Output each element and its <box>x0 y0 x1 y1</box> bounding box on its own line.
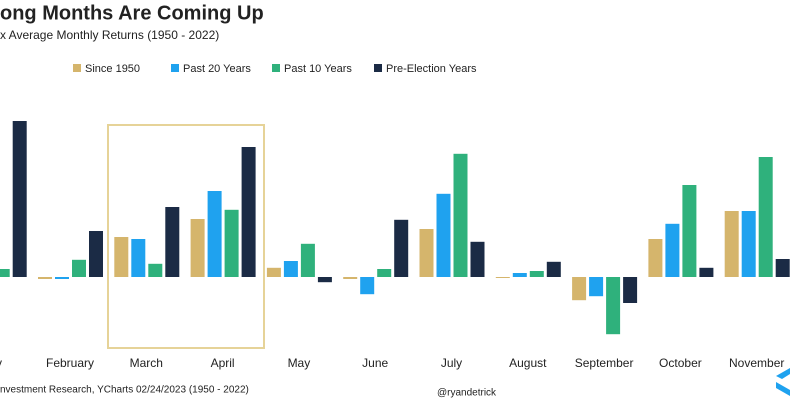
bar <box>55 277 69 279</box>
bar <box>300 243 315 277</box>
bar <box>606 277 621 335</box>
bar <box>283 261 298 277</box>
bar <box>317 277 332 283</box>
bar <box>665 223 680 277</box>
credit: @ryandetrick <box>437 388 497 399</box>
x-tick-label: November <box>729 356 784 370</box>
bar <box>589 277 604 297</box>
bar <box>377 269 392 277</box>
bar <box>241 147 256 277</box>
bar <box>623 277 638 303</box>
bar <box>89 231 103 277</box>
bar <box>38 277 52 279</box>
bar <box>394 219 409 277</box>
bar <box>529 271 544 277</box>
bar <box>360 277 375 295</box>
x-tick-label: August <box>509 356 547 370</box>
x-tick-label: October <box>659 356 702 370</box>
legend-label: Since 1950 <box>85 63 140 75</box>
bar <box>0 269 10 277</box>
bar <box>572 277 587 301</box>
bar <box>682 185 697 277</box>
x-tick-label: June <box>362 356 388 370</box>
bar <box>148 263 163 277</box>
bar <box>546 261 561 277</box>
x-tick-label: February <box>46 356 94 370</box>
x-tick-label: ary <box>0 356 2 370</box>
highlight-box <box>107 124 265 349</box>
legend-swatch <box>171 64 179 72</box>
bar <box>758 157 773 277</box>
bar <box>495 277 510 278</box>
legend-swatch <box>272 64 280 72</box>
source-note: nvestment Research, YCharts 02/24/2023 (… <box>0 385 249 396</box>
bar <box>512 273 527 277</box>
x-tick-label: May <box>288 356 311 370</box>
bar <box>648 239 663 277</box>
bar <box>12 121 27 277</box>
bar <box>419 229 434 277</box>
bar <box>775 259 790 277</box>
chart-subtitle: x Average Monthly Returns (1950 - 2022) <box>0 28 219 42</box>
bar <box>699 267 714 277</box>
bar <box>741 211 756 277</box>
x-tick-label: July <box>441 356 462 370</box>
bar <box>724 211 739 277</box>
bar <box>266 267 281 277</box>
legend-swatch <box>73 64 81 72</box>
chart-title: ong Months Are Coming Up <box>0 2 264 24</box>
bar <box>72 259 86 277</box>
bar <box>131 239 146 277</box>
bar <box>343 277 358 279</box>
logo-part <box>776 368 790 379</box>
legend-label: Past 20 Years <box>183 63 251 75</box>
x-tick-label: March <box>130 356 163 370</box>
bar <box>470 241 485 277</box>
bar <box>453 153 468 277</box>
x-tick-label: April <box>211 356 235 370</box>
legend-label: Pre-Election Years <box>386 63 477 75</box>
legend-label: Past 10 Years <box>284 63 352 75</box>
bar <box>207 191 222 277</box>
bar <box>436 193 451 277</box>
logo <box>776 368 790 396</box>
bar <box>165 207 180 277</box>
bar <box>114 237 129 277</box>
x-tick-label: September <box>575 356 634 370</box>
legend-swatch <box>374 64 382 72</box>
bar <box>190 219 205 277</box>
logo-part <box>776 382 790 396</box>
bar <box>224 209 239 277</box>
